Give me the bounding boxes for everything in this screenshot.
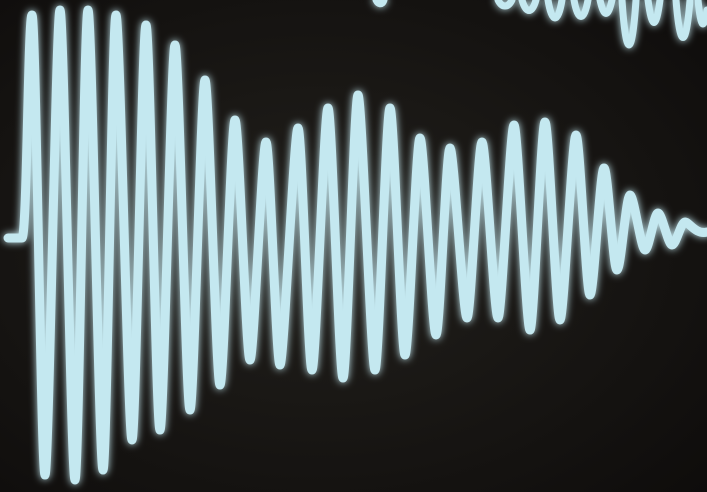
traces bbox=[3, 0, 707, 485]
main-trace bbox=[3, 5, 707, 485]
upper-trace bbox=[372, 0, 707, 49]
